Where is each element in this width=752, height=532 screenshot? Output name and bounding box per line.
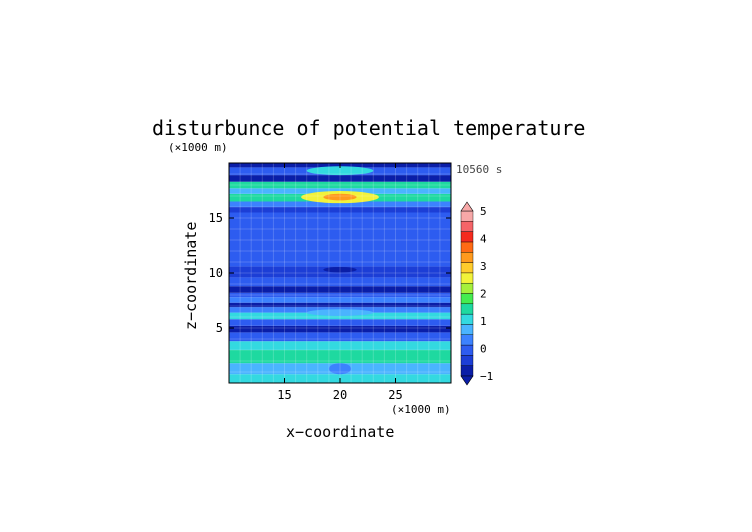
colorbar-bottom-arrow	[460, 375, 474, 386]
heatmap-band	[229, 332, 451, 342]
time-label: 10560 s	[456, 163, 502, 176]
colorbar-swatch	[460, 344, 474, 356]
x-tick-label: 15	[277, 388, 291, 402]
colorbar-swatch	[460, 231, 474, 243]
colorbar-label: 4	[480, 233, 487, 246]
y-unit-label: (×1000 m)	[168, 141, 228, 154]
colorbar-label: −1	[480, 370, 493, 383]
colorbar-swatch	[460, 324, 474, 335]
heatmap-band	[229, 350, 451, 364]
colorbar-label: 3	[480, 260, 487, 273]
heatmap-band	[229, 312, 451, 320]
heatmap-band	[229, 188, 451, 194]
heatmap-band	[229, 175, 451, 182]
y-axis-title: z−coordinate	[182, 222, 200, 330]
heatmap-feature	[306, 166, 374, 176]
colorbar-swatch	[460, 355, 474, 366]
colorbar-swatch	[460, 303, 474, 315]
heatmap-band	[229, 319, 451, 326]
heatmap-band	[229, 207, 451, 213]
heatmap-band	[229, 292, 451, 298]
heatmap-band	[229, 181, 451, 189]
heatmap-band	[229, 201, 451, 207]
colorbar-swatch	[460, 293, 474, 305]
colorbar-label: 5	[480, 205, 487, 218]
x-tick-label: 20	[333, 388, 347, 402]
x-axis-title: x−coordinate	[286, 423, 394, 441]
colorbar-swatch	[460, 241, 474, 253]
colorbar-swatch	[460, 210, 474, 222]
heatmap-feature	[323, 193, 357, 201]
heatmap-band	[229, 245, 451, 267]
heatmap-feature	[306, 309, 374, 316]
heatmap-band	[229, 297, 451, 303]
heatmap-band	[229, 223, 451, 246]
heatmap-band	[229, 212, 451, 224]
chart-title: disturbunce of potential temperature	[152, 116, 585, 140]
colorbar-label: 0	[480, 343, 487, 356]
heatmap-feature	[328, 363, 352, 375]
colorbar-swatch	[460, 365, 474, 377]
heatmap-band	[229, 325, 451, 333]
y-tick-label: 15	[209, 211, 223, 225]
heatmap-band	[229, 302, 451, 308]
colorbar-swatch	[460, 252, 474, 263]
heatmap-band	[229, 277, 451, 287]
colorbar-swatch	[460, 334, 474, 346]
colorbar-swatch	[460, 221, 474, 232]
heatmap-band	[229, 286, 451, 293]
colorbar-swatch	[460, 272, 474, 284]
colorbar-swatch	[460, 282, 474, 294]
heatmap-area	[229, 163, 451, 383]
x-unit-label: (×1000 m)	[391, 403, 451, 416]
colorbar-label: 2	[480, 288, 487, 301]
axes: 15 20 25 5 10 15	[209, 162, 452, 402]
y-tick-label: 10	[209, 266, 223, 280]
y-tick-label: 5	[216, 321, 223, 335]
colorbar-swatch	[460, 313, 474, 325]
x-tick-label: 25	[388, 388, 402, 402]
colorbar-top-arrow	[460, 201, 474, 212]
heatmap-feature	[323, 266, 357, 273]
heatmap-cells	[229, 163, 451, 383]
colorbar: 5 4 3 2 1 0 −1	[460, 201, 493, 386]
colorbar-label: 1	[480, 315, 487, 328]
heatmap-band	[229, 341, 451, 350]
colorbar-swatch	[460, 262, 474, 274]
